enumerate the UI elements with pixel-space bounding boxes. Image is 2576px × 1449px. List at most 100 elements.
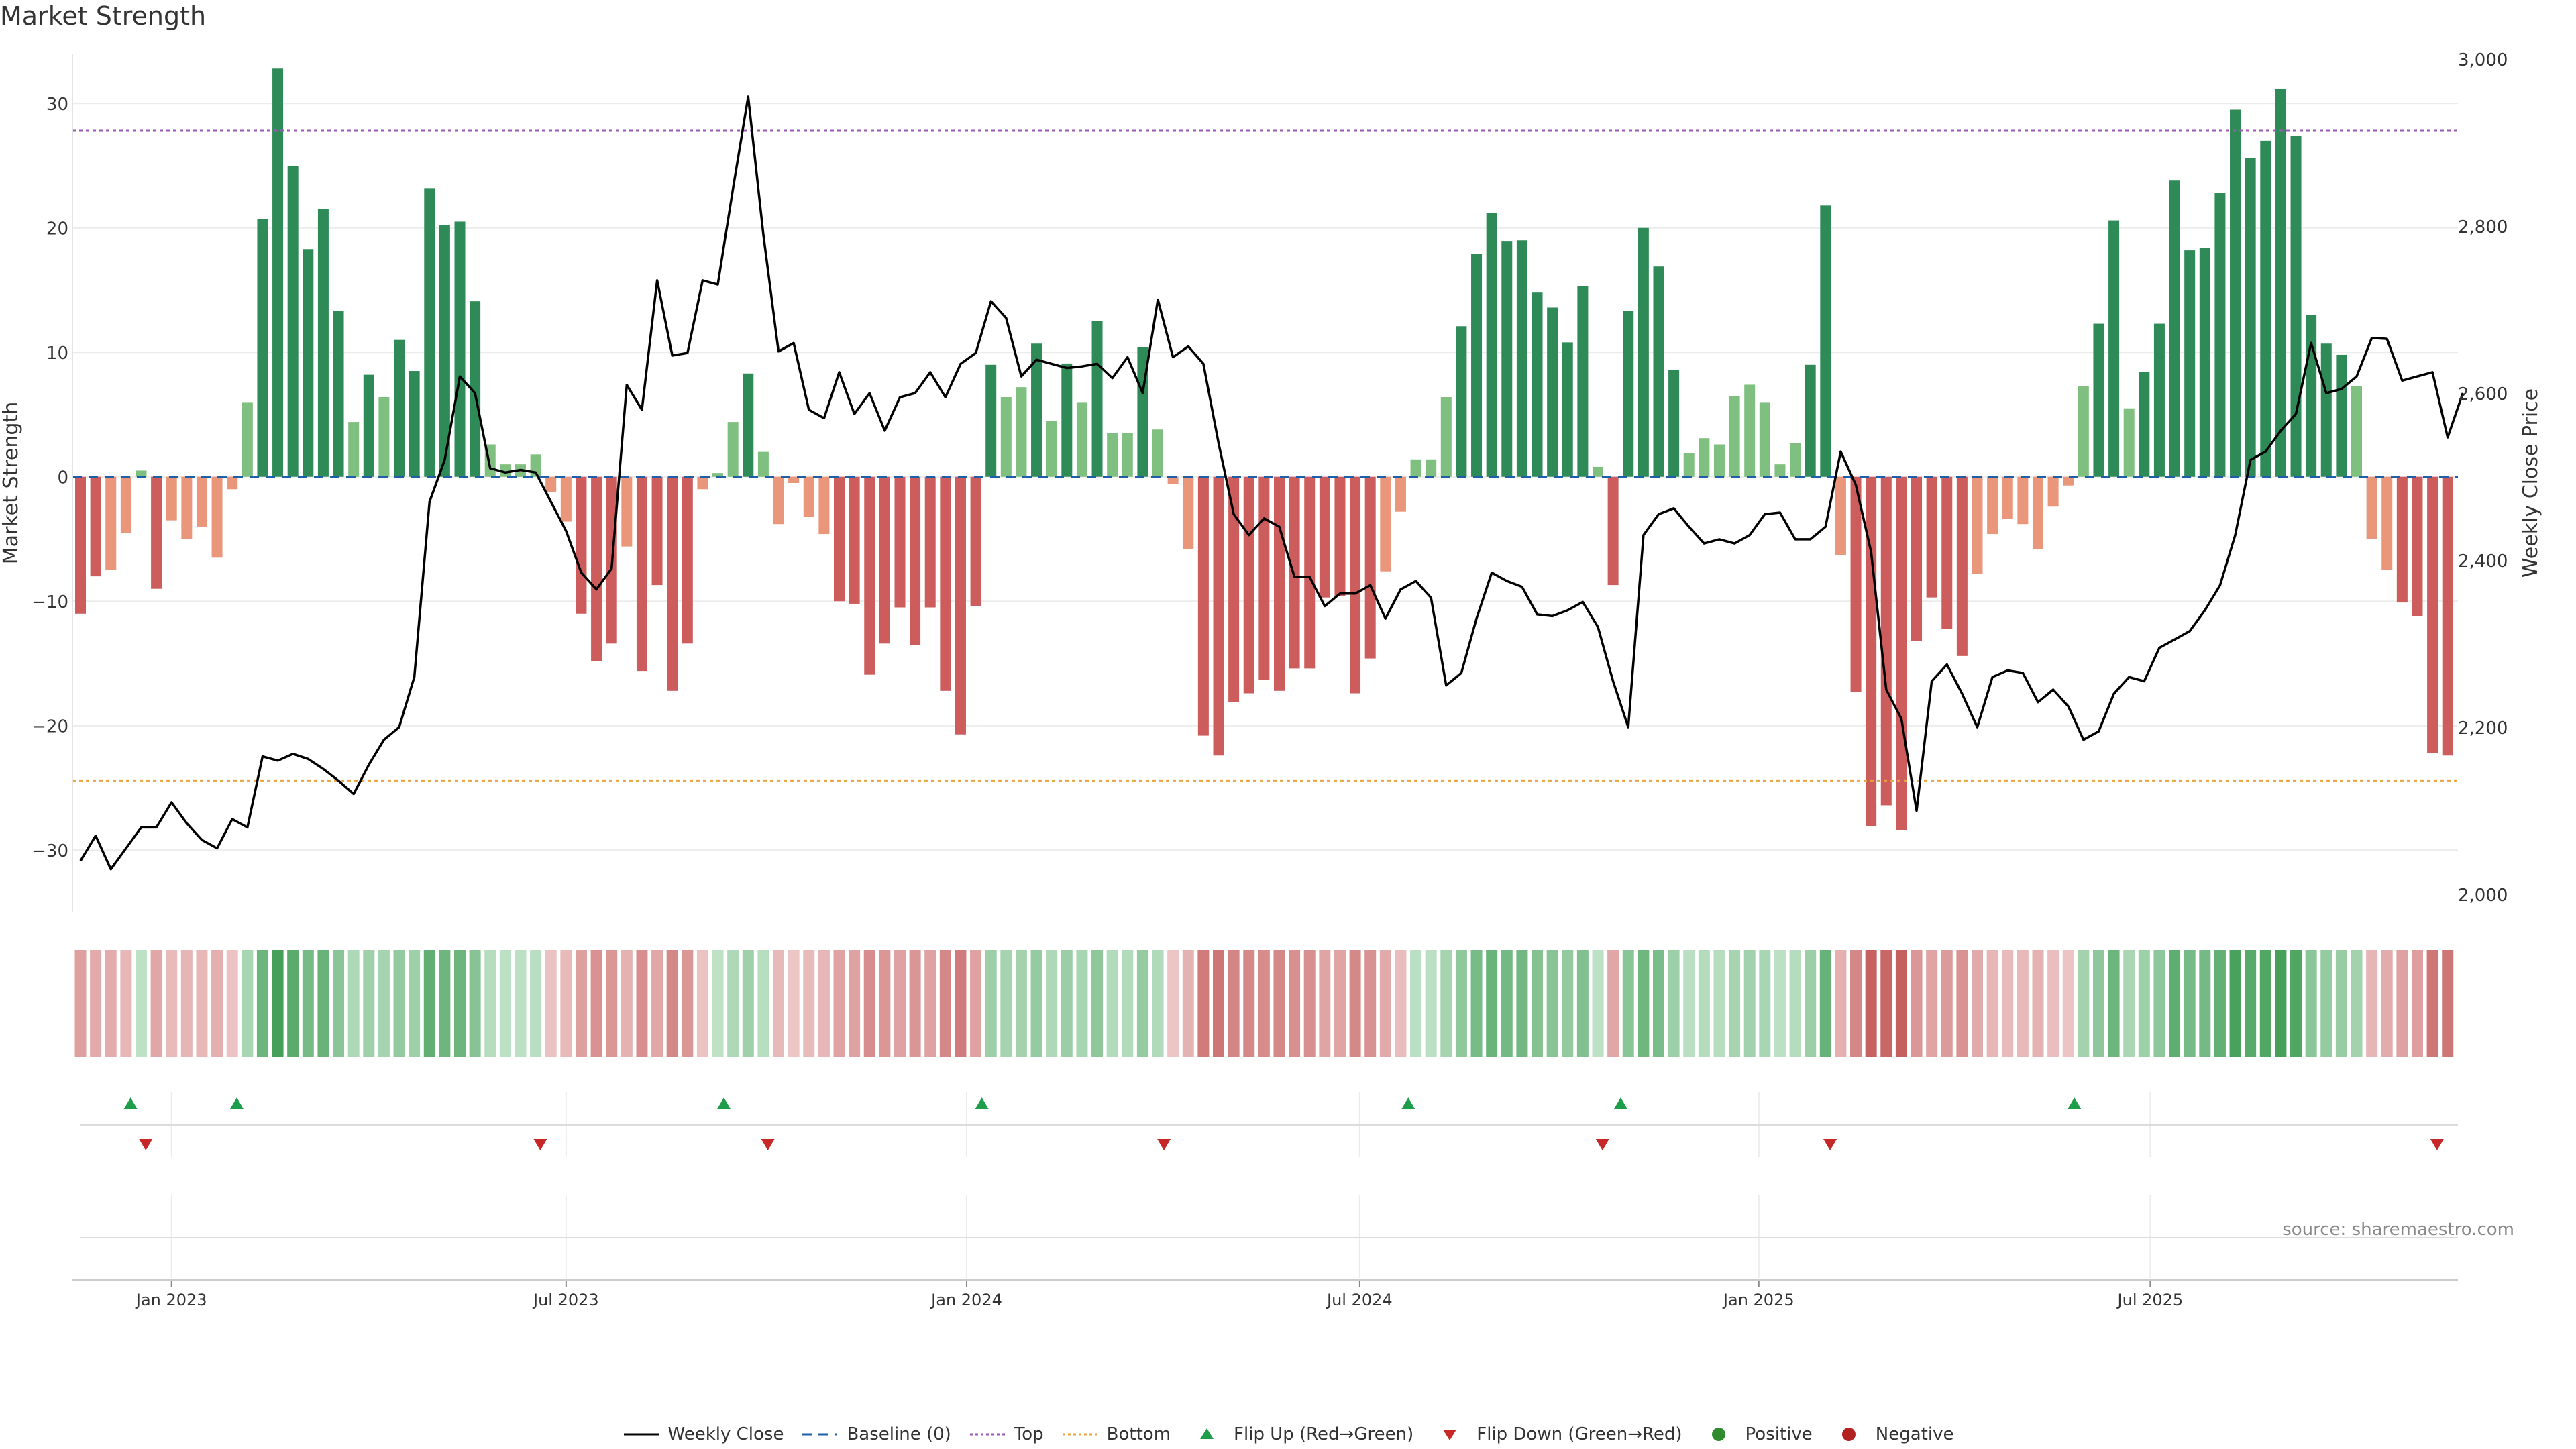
strength-bar [2412,476,2423,616]
strength-bar [924,476,936,608]
axes-layer: −30 −20 −10 0 10 20 30 2,000 2,200 2,400 2,600 2,80… [32,50,2508,912]
heat-cell [606,950,618,1057]
strength-bar [1713,444,1725,477]
date-axis-layer: Jan 2023 Jul 2023 Jan 2024 Jul 2024 Jan 2025… [72,1092,2458,1309]
heat-cell [1349,950,1361,1057]
heat-cell [1698,950,1710,1057]
heat-cell [879,950,891,1057]
heat-cell [1516,950,1528,1057]
strength-bar [2290,136,2302,477]
strength-bar [636,476,647,672]
heat-cell [363,950,375,1057]
strength-bar [834,476,845,602]
source-note: source: sharemaestro.com [2282,1220,2514,1240]
strength-bar [970,476,981,606]
heat-cell [2108,950,2120,1057]
strength-bar [1911,476,1923,641]
heat-cell [1501,950,1513,1057]
heat-cell [985,950,997,1057]
strength-bar [1334,476,1346,596]
strength-bar [712,473,724,477]
flip-down-marker [2430,1139,2444,1150]
strength-bar [1091,321,1103,477]
flip-up-marker [717,1097,731,1109]
heat-cell [1789,950,1801,1057]
strength-bar [1380,476,1391,572]
legend-item: Negative [1830,1424,1953,1444]
heat-cell [1819,950,1831,1057]
strength-bar [1456,326,1467,477]
heat-cell [833,950,845,1057]
heat-cell [1486,950,1498,1057]
heat-cell [180,950,193,1057]
heat-cell [773,950,785,1057]
bars-layer [75,68,2453,830]
legend-label: Weekly Close [667,1424,784,1444]
strength-bar [1759,402,1770,477]
strength-bar [1729,396,1740,477]
legend-label: Bottom [1106,1424,1171,1444]
y-tick-label-right: 2,800 [2458,217,2508,237]
heat-cell [393,950,405,1057]
heat-cell [196,950,208,1057]
strength-bar [211,476,223,558]
heat-cell [2290,950,2302,1057]
heat-cell [590,950,602,1057]
legend-swatch [1200,1428,1214,1439]
strength-bar [1926,476,1937,598]
strength-bar [1152,429,1164,477]
strength-bar [2336,354,2347,477]
heat-cell [1652,950,1664,1057]
strength-bar [333,311,344,477]
strength-bar [439,225,450,477]
strength-bar [1547,307,1558,477]
heat-cell [1046,950,1058,1057]
heat-cell [1076,950,1088,1057]
heat-cell [1759,950,1771,1057]
heat-cell [894,950,906,1057]
strength-bar [667,476,678,691]
strength-bar [1805,364,1816,477]
date-tick-label: Jul 2024 [1326,1291,1393,1309]
heat-cell [1091,950,1104,1057]
legend-label: Baseline (0) [847,1424,951,1444]
heat-cell [2199,950,2211,1057]
strength-bar [2351,386,2362,477]
strength-bar [2032,476,2043,549]
strength-bar [1623,311,1634,477]
flip-up-marker [229,1097,244,1109]
heat-cell [2381,950,2393,1057]
flip-down-marker [533,1139,547,1150]
flip-up-marker [975,1097,989,1109]
heat-cell [499,950,511,1057]
heat-cell [727,950,739,1057]
heat-cell [712,950,724,1057]
heat-cell [1805,950,1817,1057]
strength-bar [743,373,754,477]
flip-down-marker [761,1139,775,1150]
strength-bar [2442,476,2453,756]
y-tick-label-left: −10 [32,592,68,612]
heat-cell [347,950,360,1057]
strength-bar [1471,254,1483,477]
strength-bar [1562,342,1573,477]
y-tick-label-left: −20 [32,717,68,737]
y-tick-label-right: 2,000 [2458,885,2508,906]
strength-bar [2169,180,2180,477]
heat-cell [1532,950,1544,1057]
heat-cell [924,950,936,1057]
heat-cell [74,950,87,1057]
heat-cell [1911,950,1923,1057]
y-axis-label-left: Market Strength [0,402,23,564]
strength-bar [2002,476,2013,519]
reference-lines-layer [72,129,2458,782]
heat-cell [515,950,527,1057]
heat-cell [1835,950,1847,1057]
heat-cell [1592,950,1604,1057]
strength-bar [1577,286,1589,477]
strength-bar [1046,421,1057,477]
strength-bar [1364,476,1376,659]
heat-cell [1972,950,1983,1057]
heat-cell [1713,950,1725,1057]
heat-cell [1289,950,1301,1057]
